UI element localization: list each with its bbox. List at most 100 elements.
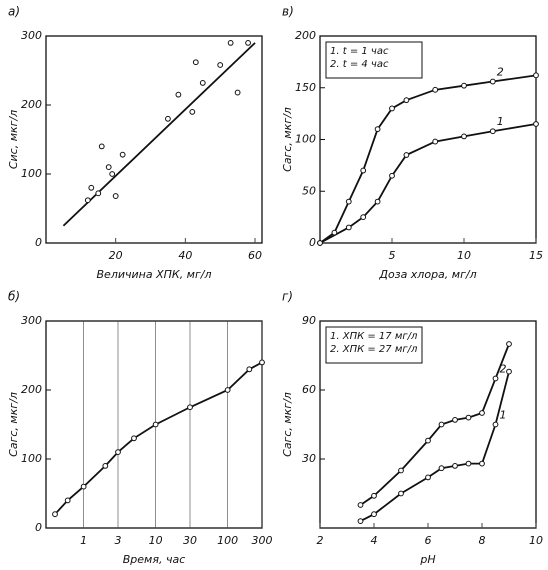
x-tick-label: 1 <box>80 534 87 547</box>
data-point <box>102 463 109 469</box>
data-point <box>80 483 87 490</box>
y-tick-label: 150 <box>295 81 316 94</box>
x-tick-label: 6 <box>425 534 432 547</box>
data-point <box>465 460 472 467</box>
x-tick-label: 2 <box>317 534 324 547</box>
y-tick-label: 0 <box>35 236 42 249</box>
y-tick-label: 0 <box>309 236 316 249</box>
x-tick-label: 300 <box>252 534 273 547</box>
panel-title: б) <box>8 290 20 304</box>
x-tick-label: 60 <box>248 249 262 262</box>
data-point <box>109 171 116 177</box>
legend-entry: 1. t = 1 час <box>330 46 389 57</box>
x-tick-label: 40 <box>178 249 192 262</box>
data-point <box>374 126 381 133</box>
y-tick-label: 100 <box>295 133 316 146</box>
x-tick-label: 8 <box>479 534 486 547</box>
legend: 1. t = 1 час 2. t = 4 час <box>325 41 423 79</box>
data-point <box>199 80 206 86</box>
data-point <box>425 437 431 444</box>
data-point <box>152 421 159 428</box>
y-axis-label: Cагс, мкг/л <box>281 107 294 172</box>
data-point <box>95 190 102 197</box>
data-point <box>489 78 496 85</box>
curve-label: 2 <box>500 363 507 376</box>
data-point <box>489 128 496 135</box>
x-axis-label: Величина ХПК, мг/л <box>97 268 212 281</box>
x-tick-label: 5 <box>389 249 396 262</box>
data-point <box>398 467 404 474</box>
data-point <box>389 172 395 179</box>
data-point <box>345 198 352 205</box>
series-line <box>319 123 537 244</box>
series-line <box>54 361 263 515</box>
data-point <box>119 151 126 158</box>
panel-title: г) <box>282 290 293 304</box>
data-point <box>403 97 410 104</box>
data-point <box>187 404 193 411</box>
data-point <box>492 375 499 382</box>
data-point <box>84 197 91 204</box>
data-point <box>192 59 199 66</box>
series-line <box>319 74 537 244</box>
legend-box <box>325 326 423 364</box>
legend-entry: 2. t = 4 час <box>330 59 389 70</box>
y-tick-label: 0 <box>35 521 42 534</box>
y-axis-label: Cагс, мкг/л <box>7 392 20 457</box>
data-point <box>112 193 119 199</box>
x-tick-label: 15 <box>529 249 543 262</box>
plot-frame <box>45 35 263 244</box>
data-point <box>506 368 512 375</box>
series-line <box>62 42 256 227</box>
data-point <box>165 115 171 122</box>
data-point <box>374 198 381 205</box>
series-line <box>360 371 510 522</box>
data-point <box>506 341 512 347</box>
data-point <box>465 414 472 421</box>
legend-box <box>325 41 423 79</box>
data-point <box>331 229 338 236</box>
data-point <box>115 449 121 456</box>
data-point <box>425 474 431 481</box>
data-point <box>461 133 467 140</box>
y-tick-label: 200 <box>295 29 316 42</box>
legend-entry: 1. ХПК = 17 мг/л <box>330 331 418 342</box>
y-tick-label: 60 <box>302 383 316 396</box>
x-tick-label: 10 <box>529 534 543 547</box>
data-point <box>398 490 404 497</box>
data-point <box>432 86 439 93</box>
data-point <box>224 387 231 393</box>
y-axis-label: Cагс, мкг/л <box>281 392 294 457</box>
data-point <box>317 240 323 246</box>
data-point <box>357 502 364 508</box>
x-tick-label: 30 <box>183 534 197 547</box>
data-point <box>432 138 439 145</box>
data-point <box>389 105 395 112</box>
panel-title: в) <box>282 5 294 19</box>
legend-entry: 2. ХПК = 27 мг/л <box>330 344 418 355</box>
curve-label: 1 <box>497 115 504 128</box>
data-point <box>131 435 137 442</box>
data-point <box>371 492 377 499</box>
series-line <box>359 343 510 506</box>
data-point <box>461 82 467 89</box>
data-point <box>345 224 352 231</box>
x-tick-label: 10 <box>457 249 471 262</box>
x-tick-label: 20 <box>109 249 123 262</box>
data-point <box>105 164 112 171</box>
data-point <box>479 410 485 416</box>
data-point <box>360 214 367 221</box>
data-point <box>217 62 224 68</box>
data-point <box>533 121 539 127</box>
data-point <box>227 40 234 46</box>
y-tick-label: 300 <box>21 29 42 42</box>
y-tick-label: 300 <box>21 314 42 327</box>
data-point <box>492 421 499 428</box>
data-point <box>360 167 367 174</box>
y-tick-label: 50 <box>302 184 316 197</box>
y-tick-label: 200 <box>21 383 42 396</box>
data-point <box>175 91 182 98</box>
x-axis-label: Доза хлора, мг/л <box>378 268 476 281</box>
data-point <box>403 152 410 158</box>
